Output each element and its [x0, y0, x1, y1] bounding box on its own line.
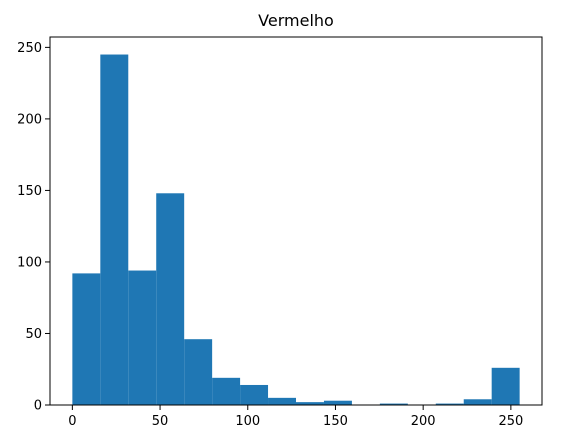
y-tick-label: 100 [17, 255, 42, 270]
histogram-bar [296, 402, 324, 405]
histogram-bar [323, 400, 352, 405]
bars-layer [72, 54, 520, 406]
x-tick-label: 0 [68, 414, 76, 429]
x-tick-label: 200 [411, 414, 436, 429]
histogram-bar [268, 397, 296, 405]
y-tick-label: 0 [34, 399, 42, 414]
histogram-bar [72, 273, 101, 405]
y-tick-label: 150 [17, 184, 42, 199]
chart-title: Vermelho [258, 11, 334, 30]
y-tick-label: 50 [25, 327, 42, 342]
x-tick-label: 150 [323, 414, 348, 429]
histogram-bar [435, 403, 464, 405]
y-tick-label: 250 [17, 41, 42, 56]
histogram-bar [379, 403, 408, 405]
histogram-bar [100, 54, 129, 406]
histogram-bar [184, 339, 213, 405]
histogram-bar [156, 193, 185, 405]
plot-frame [49, 36, 543, 406]
histogram-bar [212, 377, 241, 405]
histogram-bar [240, 384, 269, 405]
x-tick-label: 50 [152, 414, 169, 429]
histogram-bar [491, 367, 520, 405]
histogram-bar [463, 399, 492, 405]
histogram-bar [128, 270, 157, 405]
x-tick-label: 250 [498, 414, 523, 429]
y-tick-label: 200 [17, 112, 42, 127]
ticks-layer: 0 50 100 150 200 250 0 50 100 150 200 250 [17, 41, 523, 429]
x-tick-label: 100 [235, 414, 260, 429]
